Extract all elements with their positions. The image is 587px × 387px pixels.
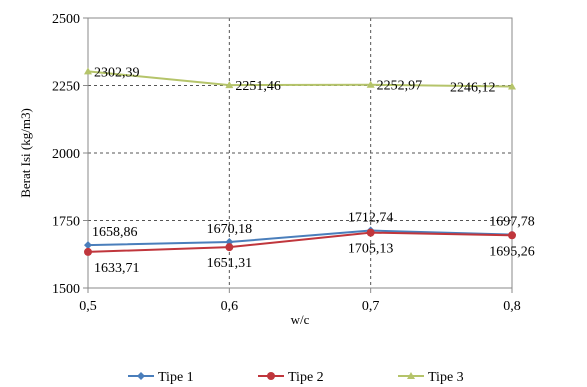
y-tick-label: 2250 — [52, 80, 80, 95]
data-point-tipe-1 — [84, 241, 92, 250]
data-label-tipe-1: 1658,86 — [92, 225, 138, 240]
data-point-tipe-3 — [84, 67, 92, 75]
data-label-tipe-1: 1697,78 — [489, 215, 535, 230]
data-label-tipe-1: 1712,74 — [348, 211, 394, 226]
y-axis-label: Berat Isi (kg/m3) — [18, 108, 33, 198]
data-label-tipe-3: 2246,12 — [450, 81, 496, 96]
x-tick-label: 0,5 — [79, 299, 97, 314]
x-tick-label: 0,8 — [503, 299, 521, 314]
data-label-tipe-2: 1695,26 — [489, 244, 535, 259]
data-point-tipe-2 — [225, 243, 234, 252]
axes — [83, 17, 513, 293]
data-point-tipe-3 — [225, 81, 234, 89]
legend-marker-tipe-3 — [407, 372, 415, 379]
data-point-tipe-2 — [84, 247, 92, 256]
data-point-tipe-3 — [366, 80, 375, 88]
x-tick-label: 0,6 — [221, 299, 239, 314]
series-lines — [84, 67, 516, 256]
y-tick-label: 2000 — [52, 147, 80, 162]
series-line-tipe-3 — [87, 70, 513, 88]
data-label-tipe-3: 2252,97 — [377, 79, 423, 94]
x-tick-label: 0,7 — [362, 299, 380, 314]
legend-label-tipe-2: Tipe 2 — [288, 370, 324, 385]
legend: Tipe 1 Tipe 2 Tipe 3 — [128, 370, 464, 385]
y-tick-label: 1500 — [52, 282, 80, 297]
data-label-tipe-3: 2251,46 — [235, 79, 280, 94]
legend-marker-tipe-1 — [137, 372, 145, 380]
legend-marker-tipe-2 — [267, 372, 275, 380]
y-tick-label: 1750 — [52, 215, 80, 230]
data-point-tipe-2 — [508, 231, 516, 240]
grid-lines — [88, 18, 512, 288]
series-line-tipe-2 — [87, 231, 513, 253]
data-labels: 1658,86 1670,18 1712,74 1697,78 1633,71 1651,… — [92, 65, 535, 276]
data-label-tipe-2: 1633,71 — [94, 261, 140, 276]
y-tick-label: 2500 — [52, 12, 80, 27]
data-point-tipe-3 — [508, 82, 516, 90]
data-label-tipe-2: 1651,31 — [207, 256, 253, 271]
series-line-tipe-1 — [87, 229, 513, 247]
legend-item-tipe-3: Tipe 3 — [398, 370, 464, 385]
data-label-tipe-2: 1705,13 — [348, 242, 394, 257]
legend-label-tipe-1: Tipe 1 — [158, 370, 194, 385]
legend-item-tipe-1: Tipe 1 — [128, 370, 194, 385]
data-label-tipe-1: 1670,18 — [207, 222, 253, 237]
data-label-tipe-3: 2302,39 — [94, 65, 140, 80]
legend-item-tipe-2: Tipe 2 — [258, 370, 324, 385]
legend-label-tipe-3: Tipe 3 — [428, 370, 464, 385]
x-axis-label: w/c — [291, 312, 310, 327]
data-point-tipe-2 — [366, 228, 375, 237]
tick-labels: 1500 1750 2000 2250 2500 0,5 0,6 0,7 0,8 — [52, 12, 521, 314]
